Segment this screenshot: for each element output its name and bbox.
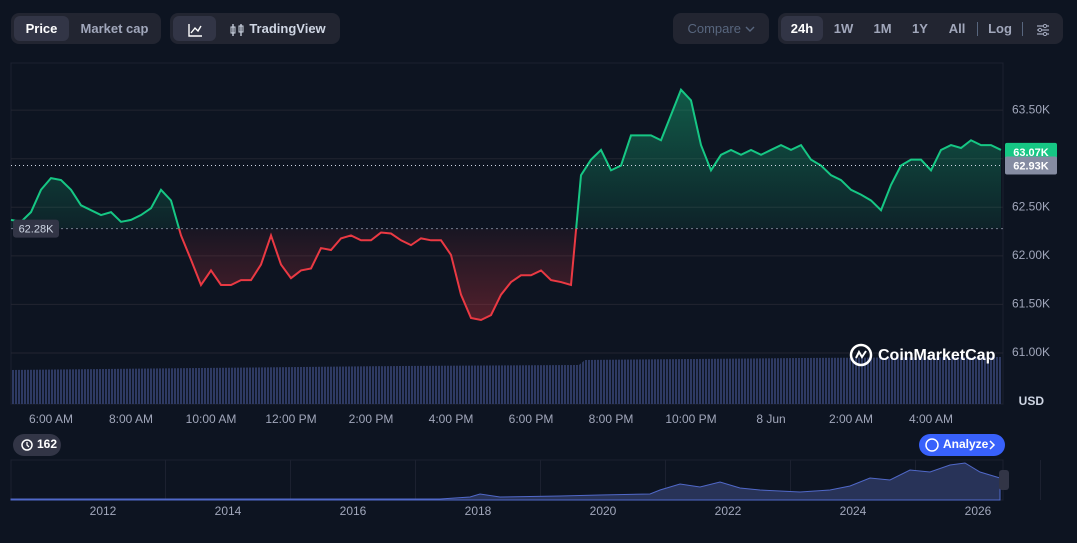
area-up bbox=[11, 89, 1001, 229]
x-tick-label: 6:00 PM bbox=[509, 412, 554, 426]
x-tick-label: 8 Jun bbox=[756, 412, 785, 426]
price-tag-label: 63.07K bbox=[1013, 147, 1049, 159]
compare: Compare bbox=[673, 13, 769, 44]
range-all[interactable]: All bbox=[948, 21, 966, 36]
analyze-button[interactable]: Analyze bbox=[919, 434, 1005, 456]
x-tick-label: 10:00 AM bbox=[186, 412, 237, 426]
watermark-text: CoinMarketCap bbox=[878, 347, 996, 364]
range-1m[interactable]: 1M bbox=[873, 21, 892, 36]
baseline-label: 62.28K bbox=[19, 224, 55, 236]
navigator-year: 2024 bbox=[840, 504, 867, 518]
y-tick-label: 61.50K bbox=[1012, 297, 1050, 311]
navigator-year: 2026 bbox=[965, 504, 992, 518]
x-tick-label: 4:00 AM bbox=[909, 412, 953, 426]
y-tick-label: 62.00K bbox=[1012, 248, 1050, 262]
tool-tabs: TradingView bbox=[170, 13, 340, 44]
navigator-year: 2014 bbox=[215, 504, 242, 518]
plot bbox=[10, 87, 1003, 354]
tradingview-tool[interactable]: TradingView bbox=[220, 16, 335, 41]
separator bbox=[977, 22, 978, 36]
volume-bars bbox=[11, 357, 1002, 404]
range-1y[interactable]: 1Y bbox=[912, 21, 928, 36]
compare-label: Compare bbox=[687, 21, 741, 36]
navigator bbox=[10, 459, 1041, 501]
market-cap-tab[interactable]: Market cap bbox=[80, 21, 149, 36]
history-badge[interactable]: 162 bbox=[13, 434, 61, 456]
line-tool[interactable] bbox=[173, 16, 216, 41]
navigator-year: 2022 bbox=[715, 504, 742, 518]
navigator-year: 2020 bbox=[590, 504, 617, 518]
x-tick-label: 4:00 PM bbox=[429, 412, 474, 426]
log-toggle[interactable]: Log bbox=[988, 21, 1012, 36]
range-tabs: 24h 1W 1M 1Y All Log bbox=[778, 13, 1063, 44]
unit-label: USD bbox=[1019, 394, 1045, 408]
history-count: 162 bbox=[37, 437, 57, 451]
x-tick-label: 10:00 PM bbox=[665, 412, 716, 426]
x-tick-label: 12:00 PM bbox=[265, 412, 316, 426]
x-tick-label: 2:00 PM bbox=[349, 412, 394, 426]
price-line-up bbox=[10, 87, 1002, 229]
navigator-year: 2016 bbox=[340, 504, 367, 518]
price-tab[interactable]: Price bbox=[14, 16, 69, 41]
x-tick-label: 6:00 AM bbox=[29, 412, 73, 426]
x-tick-label: 8:00 AM bbox=[109, 412, 153, 426]
baseline-tag bbox=[13, 219, 59, 238]
area-down bbox=[179, 228, 577, 320]
y-tick-label: 62.50K bbox=[1012, 199, 1050, 213]
type-tabs: Price Market cap bbox=[11, 13, 161, 44]
tradingview-label: TradingView bbox=[249, 21, 326, 36]
range-1w[interactable]: 1W bbox=[833, 21, 854, 36]
settings-button[interactable] bbox=[1026, 16, 1060, 41]
analyze-label: Analyze bbox=[943, 437, 989, 451]
navigator-year: 2012 bbox=[90, 504, 117, 518]
price-tag bbox=[1005, 142, 1057, 161]
y-tick-label: 63.50K bbox=[1012, 102, 1050, 116]
navigator-year: 2018 bbox=[465, 504, 492, 518]
watermark: CoinMarketCap bbox=[849, 343, 996, 367]
y-tick-label: 61.00K bbox=[1012, 345, 1050, 359]
price-tag bbox=[1005, 156, 1057, 175]
x-tick-label: 2:00 AM bbox=[829, 412, 873, 426]
x-tick-label: 8:00 PM bbox=[589, 412, 634, 426]
price-line-down bbox=[178, 228, 578, 322]
separator bbox=[1022, 22, 1023, 36]
compare-button[interactable]: Compare bbox=[676, 16, 766, 41]
price-tag-label: 62.93K bbox=[1013, 160, 1049, 172]
range-24h[interactable]: 24h bbox=[781, 16, 823, 41]
